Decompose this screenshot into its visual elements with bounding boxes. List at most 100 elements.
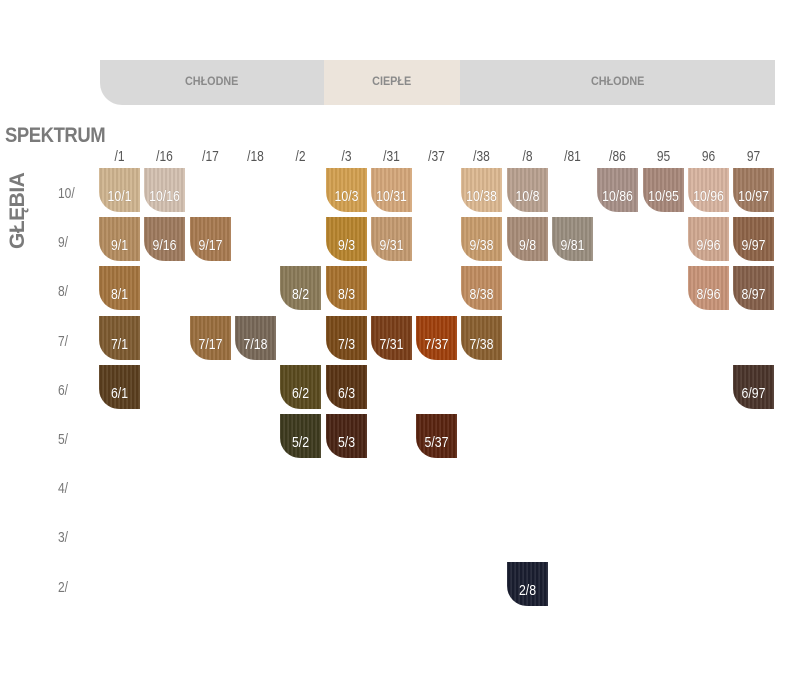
swatch-8-3[interactable]: 8/3 <box>325 266 367 311</box>
swatch-9-31[interactable]: 9/31 <box>370 217 412 262</box>
swatch-label: 7/37 <box>424 335 449 353</box>
swatch-label: 9/38 <box>469 237 494 255</box>
swatch-7-18[interactable]: 7/18 <box>234 315 276 360</box>
swatch-6-1[interactable]: 6/1 <box>99 364 140 409</box>
column-header: /18 <box>247 148 264 165</box>
swatch-label: 10/3 <box>334 188 358 205</box>
swatch-7-17[interactable]: 7/17 <box>189 315 231 360</box>
swatch-7-37[interactable]: 7/37 <box>416 315 458 360</box>
swatch-7-38[interactable]: 7/38 <box>461 315 503 360</box>
swatch-9-17[interactable]: 9/17 <box>189 217 231 262</box>
column-header: /2 <box>295 148 306 165</box>
swatch-label: 9/81 <box>560 237 585 255</box>
column-header: /81 <box>564 148 581 165</box>
band-label: CHŁODNE <box>185 73 239 88</box>
swatch-7-1[interactable]: 7/1 <box>99 315 140 360</box>
swatch-6-97[interactable]: 6/97 <box>733 364 775 409</box>
swatch-10-16[interactable]: 10/16 <box>144 168 186 212</box>
row-header: 8/ <box>58 283 69 301</box>
swatch-label: 7/38 <box>469 335 494 353</box>
swatch-10-38[interactable]: 10/38 <box>461 168 503 212</box>
row-header: 4/ <box>58 480 69 498</box>
swatch-label: 10/97 <box>738 188 770 205</box>
column-header: /17 <box>201 148 219 165</box>
swatch-9-1[interactable]: 9/1 <box>99 217 140 262</box>
swatch-label: 9/1 <box>110 237 129 255</box>
swatch-10-1[interactable]: 10/1 <box>99 168 140 212</box>
swatch-8-97[interactable]: 8/97 <box>733 266 775 311</box>
swatch-label: 10/16 <box>149 188 181 205</box>
column-header: 96 <box>701 148 716 165</box>
swatch-label: 9/97 <box>741 237 766 255</box>
row-header: 6/ <box>58 381 69 399</box>
swatch-10-95[interactable]: 10/95 <box>642 168 684 212</box>
column-header: 95 <box>656 148 670 165</box>
row-header: 2/ <box>58 578 69 596</box>
swatch-9-97[interactable]: 9/97 <box>733 217 775 262</box>
swatch-label: 10/95 <box>647 188 679 205</box>
swatch-10-96[interactable]: 10/96 <box>687 168 729 212</box>
swatch-label: 9/17 <box>198 237 223 255</box>
swatch-9-81[interactable]: 9/81 <box>552 217 593 262</box>
band-cool-left: CHŁODNE <box>100 60 324 105</box>
swatch-label: 6/97 <box>741 384 766 402</box>
swatch-10-86[interactable]: 10/86 <box>597 168 639 212</box>
swatch-9-3[interactable]: 9/3 <box>325 217 367 262</box>
row-header: 10/ <box>58 185 75 202</box>
column-header: 97 <box>747 148 761 165</box>
swatch-label: 7/3 <box>337 335 355 353</box>
swatch-8-1[interactable]: 8/1 <box>99 266 140 311</box>
column-header: /31 <box>382 148 400 165</box>
swatch-label: 9/8 <box>518 237 536 255</box>
swatch-label: 7/18 <box>243 335 268 353</box>
column-header: /3 <box>340 148 351 165</box>
column-header: /38 <box>473 148 491 165</box>
band-label: CIEPŁE <box>372 73 412 88</box>
row-header: 9/ <box>58 234 69 252</box>
swatch-9-38[interactable]: 9/38 <box>461 217 503 262</box>
column-header: /16 <box>156 148 174 165</box>
swatch-label: 8/2 <box>292 286 310 304</box>
swatch-label: 10/96 <box>692 188 724 205</box>
swatch-label: 10/38 <box>466 188 498 205</box>
swatch-5-37[interactable]: 5/37 <box>416 414 458 458</box>
column-header: /8 <box>522 148 533 165</box>
depth-title: GŁĘBIA <box>6 172 29 249</box>
swatch-8-96[interactable]: 8/96 <box>687 266 729 311</box>
swatch-10-8[interactable]: 10/8 <box>506 168 548 212</box>
swatch-5-3[interactable]: 5/3 <box>325 414 367 458</box>
swatch-6-2[interactable]: 6/2 <box>280 364 322 409</box>
swatch-7-3[interactable]: 7/3 <box>325 315 367 360</box>
swatch-label: 6/2 <box>292 384 310 402</box>
swatch-label: 5/2 <box>292 434 310 451</box>
swatch-label: 10/31 <box>375 188 407 205</box>
swatch-7-31[interactable]: 7/31 <box>370 315 412 360</box>
band-label: CHŁODNE <box>590 73 645 88</box>
swatch-label: 5/37 <box>424 434 449 451</box>
swatch-label: 7/31 <box>379 335 404 353</box>
swatch-2-8[interactable]: 2/8 <box>506 561 548 606</box>
swatch-8-38[interactable]: 8/38 <box>461 266 503 311</box>
swatch-10-31[interactable]: 10/31 <box>370 168 412 212</box>
swatch-9-8[interactable]: 9/8 <box>506 217 548 262</box>
swatch-label: 9/31 <box>379 237 404 255</box>
band-warm: CIEPŁE <box>324 60 460 105</box>
swatch-10-97[interactable]: 10/97 <box>733 168 775 212</box>
swatch-6-3[interactable]: 6/3 <box>325 364 367 409</box>
swatch-9-96[interactable]: 9/96 <box>687 217 729 262</box>
column-header: /37 <box>428 148 445 165</box>
column-header: /1 <box>114 148 125 165</box>
row-header: 5/ <box>58 431 69 448</box>
swatch-8-2[interactable]: 8/2 <box>280 266 322 311</box>
row-header: 3/ <box>58 529 69 547</box>
swatch-label: 6/1 <box>110 384 129 402</box>
swatch-5-2[interactable]: 5/2 <box>280 414 322 458</box>
swatch-label: 8/38 <box>469 286 494 304</box>
swatch-label: 10/8 <box>515 188 540 205</box>
swatch-label: 9/16 <box>152 237 177 255</box>
swatch-9-16[interactable]: 9/16 <box>144 217 186 262</box>
swatch-label: 10/86 <box>602 188 634 205</box>
swatch-10-3[interactable]: 10/3 <box>325 168 367 212</box>
column-header: /86 <box>609 148 627 165</box>
band-cool-right: CHŁODNE <box>460 60 775 105</box>
